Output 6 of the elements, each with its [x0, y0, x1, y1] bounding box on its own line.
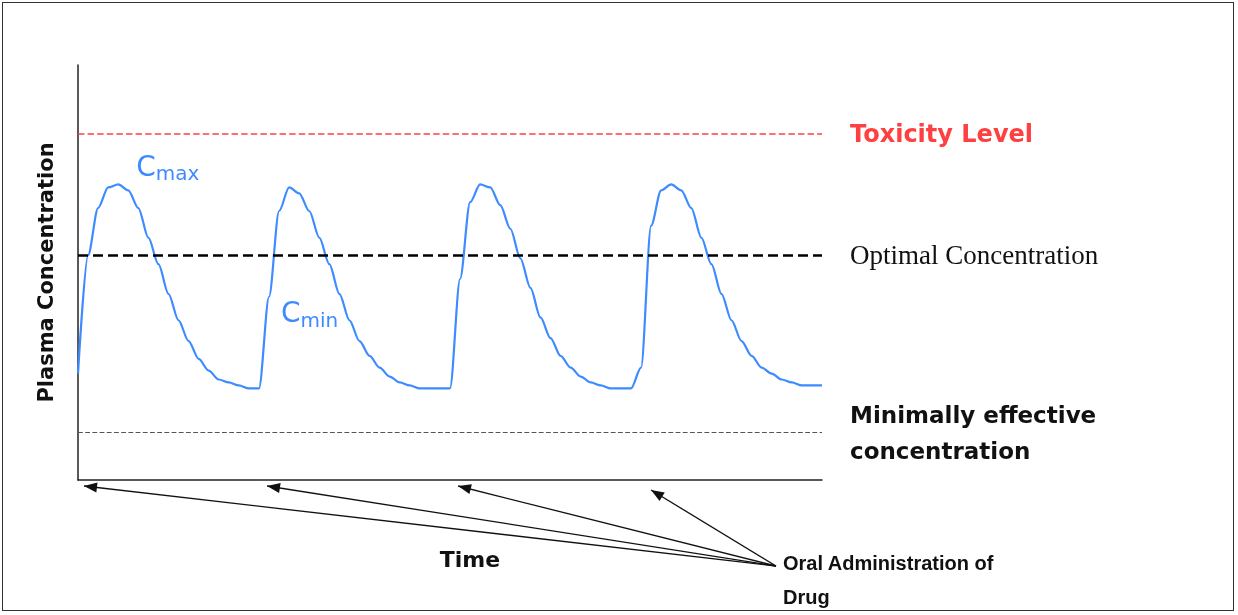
- y-axis-title: Plasma Concentration: [33, 142, 58, 403]
- x-axis-title: Time: [439, 546, 501, 572]
- ref-line-label: Optimal Concentration: [850, 240, 1099, 271]
- ref-line-label: Toxicity Level: [850, 120, 1034, 149]
- ref-line-label: Minimally effective concentration: [850, 401, 1105, 464]
- text: Oral Administration of Drug: [783, 551, 995, 610]
